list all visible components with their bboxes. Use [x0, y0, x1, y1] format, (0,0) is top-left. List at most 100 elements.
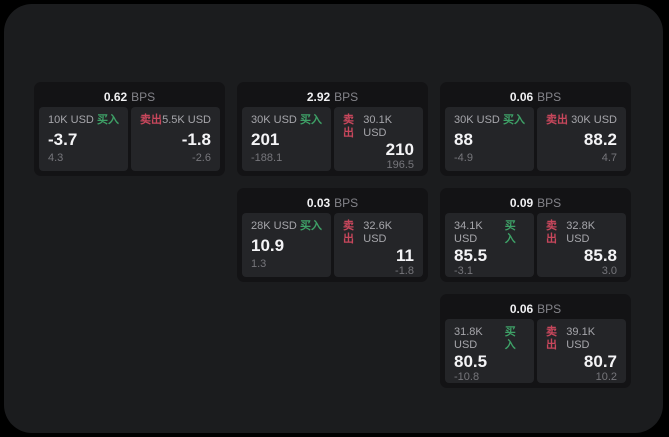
- buy-delta: -188.1: [251, 152, 283, 164]
- buy-amount: 34.1K USD: [454, 220, 483, 245]
- app-screen: 0.62 BPS 10K USD 买入 -3.7 4.3 卖出 5.5K USD: [4, 4, 663, 433]
- sell-panel-top: 卖出 5.5K USD: [140, 114, 211, 127]
- panels-row: 34.1K USD 买入 85.5 -3.1 卖出 32.8K USD 85.8…: [445, 213, 626, 277]
- panels-row: 28K USD 买入 10.9 1.3 卖出 32.6K USD 11 -1.8: [242, 213, 423, 277]
- buy-amount: 30K USD: [251, 114, 297, 126]
- card-header: 0.09 BPS: [445, 193, 626, 213]
- card-header: 0.06 BPS: [445, 299, 626, 319]
- panels-row: 30K USD 买入 201 -188.1 卖出 30.1K USD 210 1…: [242, 107, 423, 171]
- sell-panel[interactable]: 卖出 39.1K USD 80.7 10.2: [537, 319, 626, 383]
- sell-price: 80.7: [583, 352, 617, 371]
- buy-label: 买入: [504, 326, 516, 351]
- panels-row: 30K USD 买入 88 -4.9 卖出 30K USD 88.2 4.7: [445, 107, 626, 171]
- buy-panel-top: 31.8K USD 买入: [454, 326, 525, 352]
- sell-delta: 4.7: [601, 152, 617, 164]
- buy-label: 买入: [503, 114, 525, 126]
- sell-price: 88.2: [583, 130, 617, 149]
- bps-unit-label: BPS: [131, 90, 156, 104]
- buy-price: 80.5: [454, 352, 488, 371]
- buy-panel-top: 34.1K USD 买入: [454, 220, 525, 246]
- sell-panel[interactable]: 卖出 30.1K USD 210 196.5: [334, 107, 423, 171]
- bps-value: 2.92: [306, 90, 331, 104]
- sell-label: 卖出: [343, 220, 354, 245]
- panels-row: 10K USD 买入 -3.7 4.3 卖出 5.5K USD -1.8 -2.…: [39, 107, 220, 171]
- card-header: 0.62 BPS: [39, 87, 220, 107]
- buy-delta: -4.9: [454, 152, 473, 164]
- buy-price: 201: [251, 130, 280, 149]
- sell-amount: 5.5K USD: [162, 114, 211, 126]
- sell-amount: 39.1K USD: [566, 326, 596, 351]
- buy-label: 买入: [300, 220, 322, 232]
- buy-panel[interactable]: 30K USD 买入 201 -188.1: [242, 107, 331, 171]
- buy-delta: 1.3: [251, 258, 267, 270]
- sell-price: 11: [396, 246, 414, 265]
- sell-amount: 30.1K USD: [363, 114, 393, 139]
- card-header: 2.92 BPS: [242, 87, 423, 107]
- buy-delta: -3.1: [454, 265, 473, 277]
- buy-panel[interactable]: 10K USD 买入 -3.7 4.3: [39, 107, 128, 171]
- quote-card: 2.92 BPS 30K USD 买入 201 -188.1 卖出 30.1K …: [237, 82, 428, 176]
- buy-panel-top: 30K USD 买入: [454, 114, 525, 127]
- card-header: 0.06 BPS: [445, 87, 626, 107]
- sell-panel-top: 卖出 30K USD: [546, 114, 617, 127]
- quote-card-grid: 0.62 BPS 10K USD 买入 -3.7 4.3 卖出 5.5K USD: [34, 82, 631, 388]
- buy-price: 88: [454, 130, 473, 149]
- quote-card: 0.06 BPS 30K USD 买入 88 -4.9 卖出 30K USD: [440, 82, 631, 176]
- sell-amount: 32.6K USD: [363, 220, 393, 245]
- buy-amount: 31.8K USD: [454, 326, 483, 351]
- sell-amount: 32.8K USD: [566, 220, 596, 245]
- sell-panel-top: 卖出 32.6K USD: [343, 220, 414, 246]
- sell-label: 卖出: [140, 114, 162, 126]
- buy-amount: 30K USD: [454, 114, 500, 126]
- sell-delta: 3.0: [601, 265, 617, 277]
- buy-panel-top: 10K USD 买入: [48, 114, 119, 127]
- sell-delta: 196.5: [386, 159, 414, 171]
- buy-label: 买入: [300, 114, 322, 126]
- sell-panel-top: 卖出 30.1K USD: [343, 114, 414, 140]
- sell-panel[interactable]: 卖出 30K USD 88.2 4.7: [537, 107, 626, 171]
- sell-amount: 30K USD: [571, 114, 617, 126]
- bps-value: 0.62: [103, 90, 128, 104]
- buy-delta: -10.8: [454, 371, 480, 383]
- buy-amount: 28K USD: [251, 220, 297, 232]
- buy-panel[interactable]: 34.1K USD 买入 85.5 -3.1: [445, 213, 534, 277]
- buy-panel[interactable]: 31.8K USD 买入 80.5 -10.8: [445, 319, 534, 383]
- buy-amount: 10K USD: [48, 114, 94, 126]
- sell-price: 85.8: [583, 246, 617, 265]
- sell-label: 卖出: [546, 114, 568, 126]
- buy-panel-top: 28K USD 买入: [251, 220, 322, 233]
- sell-price: -1.8: [181, 130, 211, 149]
- sell-price: 210: [385, 140, 414, 159]
- buy-panel-top: 30K USD 买入: [251, 114, 322, 127]
- sell-panel[interactable]: 卖出 32.6K USD 11 -1.8: [334, 213, 423, 277]
- quote-card: 0.09 BPS 34.1K USD 买入 85.5 -3.1 卖出 32.8K…: [440, 188, 631, 282]
- sell-delta: 10.2: [595, 371, 617, 383]
- sell-panel-top: 卖出 39.1K USD: [546, 326, 617, 352]
- quote-card: 0.03 BPS 28K USD 买入 10.9 1.3 卖出 32.6K US…: [237, 188, 428, 282]
- bps-value: 0.06: [509, 302, 534, 316]
- sell-label: 卖出: [546, 220, 557, 245]
- buy-delta: 4.3: [48, 152, 64, 164]
- bps-unit-label: BPS: [537, 90, 562, 104]
- panels-row: 31.8K USD 买入 80.5 -10.8 卖出 39.1K USD 80.…: [445, 319, 626, 383]
- sell-label: 卖出: [343, 114, 354, 139]
- sell-delta: -2.6: [192, 152, 211, 164]
- buy-panel[interactable]: 28K USD 买入 10.9 1.3: [242, 213, 331, 277]
- sell-panel[interactable]: 卖出 32.8K USD 85.8 3.0: [537, 213, 626, 277]
- buy-label: 买入: [97, 114, 119, 126]
- bps-value: 0.09: [509, 196, 534, 210]
- sell-delta: -1.8: [395, 265, 414, 277]
- buy-price: -3.7: [48, 130, 78, 149]
- bps-unit-label: BPS: [537, 302, 562, 316]
- buy-label: 买入: [504, 220, 516, 245]
- bps-value: 0.03: [306, 196, 331, 210]
- sell-label: 卖出: [546, 326, 557, 351]
- bps-unit-label: BPS: [537, 196, 562, 210]
- sell-panel[interactable]: 卖出 5.5K USD -1.8 -2.6: [131, 107, 220, 171]
- bps-value: 0.06: [509, 90, 534, 104]
- buy-price: 10.9: [251, 236, 285, 255]
- bps-unit-label: BPS: [334, 90, 359, 104]
- buy-panel[interactable]: 30K USD 买入 88 -4.9: [445, 107, 534, 171]
- bps-unit-label: BPS: [334, 196, 359, 210]
- quote-card: 0.62 BPS 10K USD 买入 -3.7 4.3 卖出 5.5K USD: [34, 82, 225, 176]
